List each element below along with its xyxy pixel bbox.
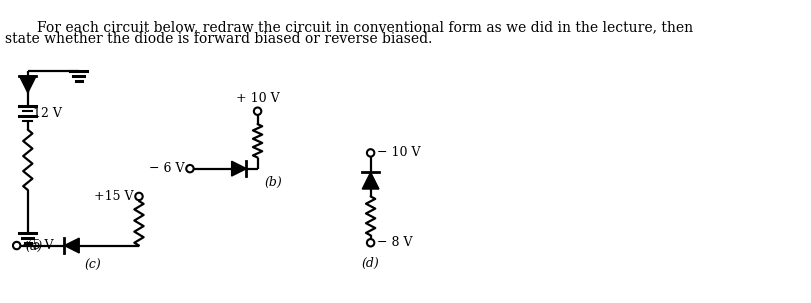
Text: + 10 V: + 10 V bbox=[235, 92, 279, 105]
Text: − 8 V: − 8 V bbox=[376, 236, 412, 249]
Text: (c): (c) bbox=[84, 259, 101, 272]
Text: 12 V: 12 V bbox=[33, 107, 62, 120]
Text: state whether the diode is forward biased or reverse biased.: state whether the diode is forward biase… bbox=[5, 32, 431, 46]
Polygon shape bbox=[362, 172, 379, 189]
Text: − 6 V: − 6 V bbox=[148, 162, 184, 175]
Polygon shape bbox=[19, 76, 36, 93]
Text: +5 V: +5 V bbox=[22, 239, 54, 252]
Text: +15 V: +15 V bbox=[94, 190, 133, 203]
Text: (a): (a) bbox=[25, 241, 42, 254]
Polygon shape bbox=[64, 238, 79, 253]
Text: For each circuit below, redraw the circuit in conventional form as we did in the: For each circuit below, redraw the circu… bbox=[37, 20, 693, 35]
Polygon shape bbox=[231, 161, 247, 176]
Text: (d): (d) bbox=[361, 257, 379, 270]
Text: − 10 V: − 10 V bbox=[376, 146, 420, 159]
Text: (b): (b) bbox=[264, 176, 281, 189]
